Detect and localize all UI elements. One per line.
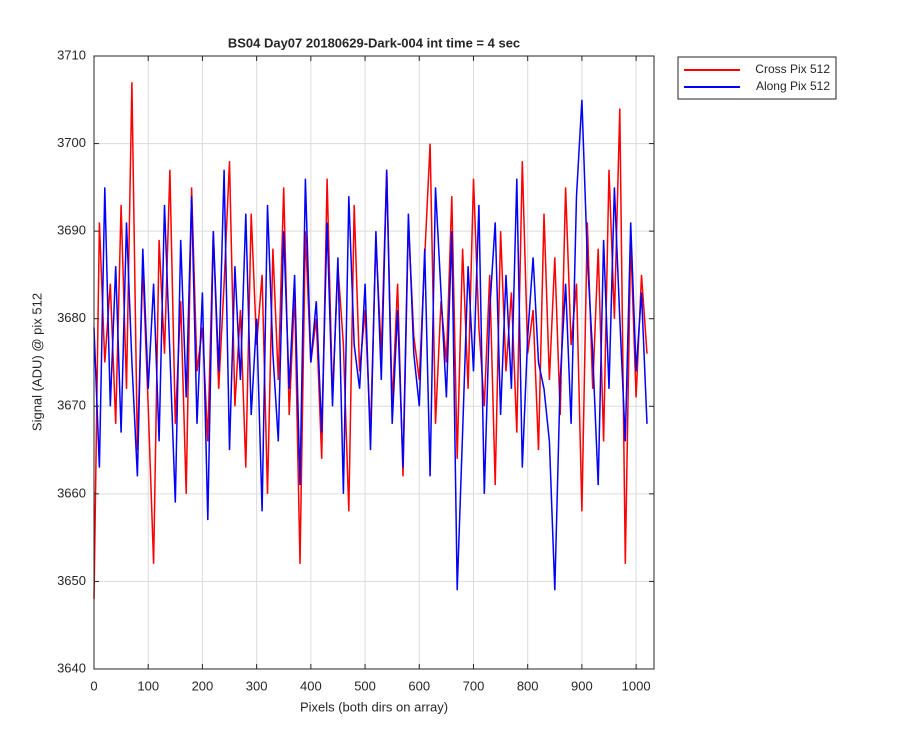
y-tick-label: 3710 bbox=[57, 47, 86, 62]
y-axis-label: Signal (ADU) @ pix 512 bbox=[29, 293, 44, 431]
x-tick-label: 200 bbox=[192, 678, 214, 693]
x-tick-label: 0 bbox=[90, 678, 97, 693]
x-tick-label: 500 bbox=[354, 678, 376, 693]
chart-title: BS04 Day07 20180629-Dark-004 int time = … bbox=[228, 35, 520, 50]
y-tick-label: 3690 bbox=[57, 223, 86, 238]
y-tick-label: 3650 bbox=[57, 573, 86, 588]
legend-label: Along Pix 512 bbox=[756, 79, 830, 93]
x-tick-label: 400 bbox=[300, 678, 322, 693]
plot-lines bbox=[93, 82, 648, 599]
y-tick-label: 3660 bbox=[57, 485, 86, 500]
x-tick-label: 100 bbox=[137, 678, 159, 693]
ticks: 0 100 200 300 400 500 600 700 800 900 1000 3640 3650… bbox=[57, 47, 654, 693]
x-tick-label: 600 bbox=[408, 678, 430, 693]
x-tick-label: 900 bbox=[571, 678, 593, 693]
plot-frame bbox=[93, 55, 655, 670]
y-tick-label: 3670 bbox=[57, 398, 86, 413]
legend-box bbox=[677, 56, 837, 100]
y-tick-label: 3640 bbox=[57, 660, 86, 675]
series-line bbox=[93, 99, 648, 591]
y-tick-label: 3700 bbox=[57, 135, 86, 150]
legend: Cross Pix 512 Along Pix 512 bbox=[677, 56, 837, 100]
x-tick-label: 300 bbox=[246, 678, 268, 693]
y-tick-label: 3680 bbox=[57, 310, 86, 325]
x-tick-label: 800 bbox=[517, 678, 539, 693]
x-tick-label: 700 bbox=[463, 678, 485, 693]
x-axis-label: Pixels (both dirs on array) bbox=[300, 699, 448, 714]
legend-label: Cross Pix 512 bbox=[755, 62, 830, 76]
x-tick-label: 1000 bbox=[622, 678, 651, 693]
